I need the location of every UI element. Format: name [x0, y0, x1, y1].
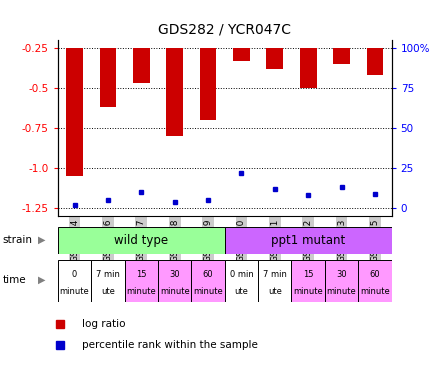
Text: 15: 15 — [303, 270, 313, 279]
Title: GDS282 / YCR047C: GDS282 / YCR047C — [158, 22, 291, 36]
Bar — [233, 48, 250, 61]
Text: ute: ute — [268, 287, 282, 296]
Text: ▶: ▶ — [38, 235, 45, 245]
Text: time: time — [2, 275, 26, 285]
Text: ppt1 mutant: ppt1 mutant — [271, 234, 345, 247]
Bar — [133, 48, 150, 83]
Bar — [267, 48, 283, 69]
Bar — [367, 48, 383, 75]
Bar — [300, 48, 316, 88]
Bar — [166, 48, 183, 136]
Bar — [158, 260, 191, 302]
Text: log ratio: log ratio — [82, 320, 126, 329]
Text: 60: 60 — [370, 270, 380, 279]
Bar — [66, 48, 83, 176]
Text: ute: ute — [101, 287, 115, 296]
Bar — [125, 260, 158, 302]
Text: percentile rank within the sample: percentile rank within the sample — [82, 340, 258, 350]
Text: 0: 0 — [72, 270, 77, 279]
Text: minute: minute — [293, 287, 323, 296]
Text: 30: 30 — [170, 270, 180, 279]
Bar — [333, 48, 350, 64]
Text: ute: ute — [235, 287, 248, 296]
Bar — [58, 260, 91, 302]
Bar — [225, 260, 258, 302]
Text: 7 min: 7 min — [263, 270, 287, 279]
Text: minute: minute — [60, 287, 89, 296]
Bar — [225, 227, 392, 254]
Text: 30: 30 — [336, 270, 347, 279]
Bar — [258, 260, 291, 302]
Text: strain: strain — [2, 235, 32, 245]
Text: minute: minute — [160, 287, 190, 296]
Text: 15: 15 — [136, 270, 146, 279]
Text: 0 min: 0 min — [230, 270, 253, 279]
Bar — [325, 260, 358, 302]
Bar — [358, 260, 392, 302]
Text: minute: minute — [360, 287, 390, 296]
Text: 60: 60 — [203, 270, 213, 279]
Text: minute: minute — [327, 287, 356, 296]
Bar — [291, 260, 325, 302]
Bar — [58, 227, 225, 254]
Bar — [191, 260, 225, 302]
Bar — [100, 48, 116, 107]
Bar — [200, 48, 216, 120]
Text: ▶: ▶ — [38, 275, 45, 285]
Text: wild type: wild type — [114, 234, 168, 247]
Text: minute: minute — [126, 287, 156, 296]
Text: 7 min: 7 min — [96, 270, 120, 279]
Bar — [91, 260, 125, 302]
Text: minute: minute — [193, 287, 223, 296]
